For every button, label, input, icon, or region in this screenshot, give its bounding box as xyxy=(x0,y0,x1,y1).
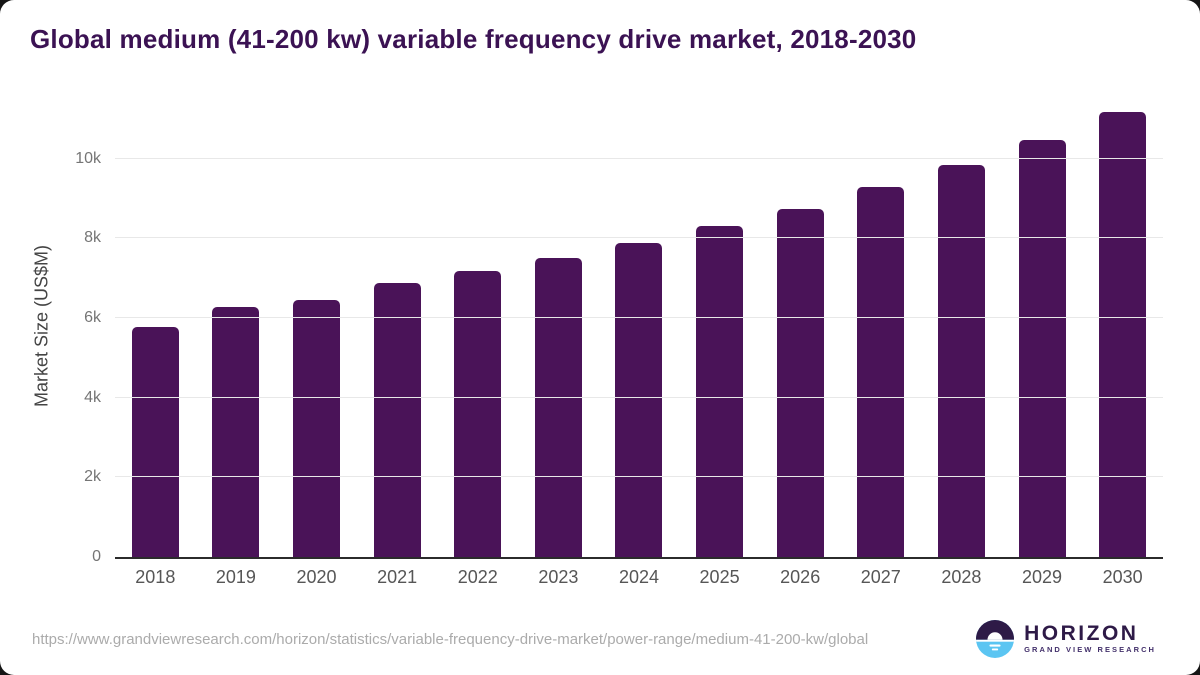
gridline-8k xyxy=(115,237,1163,239)
plot-area: 0 2k 4k 6k 8k 10k xyxy=(75,95,1163,565)
bar-2022[interactable] xyxy=(454,271,502,557)
x-label-2022: 2022 xyxy=(457,567,498,587)
bar-slot-2018 xyxy=(115,95,196,557)
bar-2020[interactable] xyxy=(293,300,341,557)
x-label-2030: 2030 xyxy=(1102,567,1143,587)
x-label-2020: 2020 xyxy=(296,567,337,587)
y-tick-label-2k: 2k xyxy=(84,468,101,486)
x-label-2023: 2023 xyxy=(538,567,579,587)
bar-slot-2019 xyxy=(196,95,277,557)
y-tick-label-4k: 4k xyxy=(84,388,101,406)
x-label-2024: 2024 xyxy=(618,567,659,587)
logo-name: HORIZON xyxy=(1024,622,1139,645)
gridline-10k xyxy=(115,157,1163,159)
x-label-2029: 2029 xyxy=(1021,567,1063,587)
bar-2028[interactable] xyxy=(937,165,985,557)
bar-slot-2024 xyxy=(599,95,680,557)
logo-subtitle: GRAND VIEW RESEARCH xyxy=(1024,645,1156,654)
x-label-2027: 2027 xyxy=(860,567,901,587)
gridline-6k xyxy=(115,317,1163,319)
x-label-2026: 2026 xyxy=(780,567,821,587)
bar-2018[interactable] xyxy=(131,326,179,557)
bar-2025[interactable] xyxy=(696,226,744,557)
x-label-2019: 2019 xyxy=(215,567,256,587)
bars-row xyxy=(115,95,1163,557)
chart-title: Global medium (41-200 kw) variable frequ… xyxy=(30,24,917,54)
bar-slot-2027 xyxy=(840,95,921,557)
bar-slot-2023 xyxy=(518,95,599,557)
y-tick-label-6k: 6k xyxy=(84,309,101,327)
x-label-2025: 2025 xyxy=(699,567,740,587)
gridline-4k xyxy=(115,396,1163,398)
bar-2030[interactable] xyxy=(1099,112,1147,557)
y-tick-label-0: 0 xyxy=(92,548,101,565)
y-tick-label-10k: 10k xyxy=(75,149,101,167)
bar-slot-2030 xyxy=(1082,95,1163,557)
bar-2027[interactable] xyxy=(857,187,905,557)
bar-2019[interactable] xyxy=(212,307,260,557)
bar-slot-2026 xyxy=(760,95,841,557)
bar-2021[interactable] xyxy=(373,282,421,557)
bar-slot-2021 xyxy=(357,95,438,557)
horizon-sun-icon xyxy=(976,620,1015,658)
y-tick-label-8k: 8k xyxy=(84,229,101,247)
bar-slot-2020 xyxy=(276,95,357,557)
bar-2029[interactable] xyxy=(1018,139,1066,557)
bar-slot-2028 xyxy=(921,95,1002,557)
horizon-logo[interactable]: HORIZON GRAND VIEW RESEARCH xyxy=(976,620,1156,658)
bar-2024[interactable] xyxy=(615,243,663,557)
bar-slot-2025 xyxy=(679,95,760,557)
bar-slot-2029 xyxy=(1002,95,1083,557)
logo-text: HORIZON GRAND VIEW RESEARCH xyxy=(1024,623,1156,655)
source-url: https://www.grandviewresearch.com/horizo… xyxy=(32,630,869,648)
bar-slot-2022 xyxy=(437,95,518,557)
gridline-2k xyxy=(115,476,1163,478)
x-label-2021: 2021 xyxy=(377,567,418,587)
bar-2023[interactable] xyxy=(534,258,582,557)
x-label-2028: 2028 xyxy=(941,567,982,587)
bar-2026[interactable] xyxy=(776,208,824,557)
footer: https://www.grandviewresearch.com/horizo… xyxy=(32,616,1156,662)
x-axis-labels: 2018 2019 2020 2021 2022 2023 2024 2025 2026 2027… xyxy=(115,567,1163,588)
x-label-2018: 2018 xyxy=(135,567,176,587)
